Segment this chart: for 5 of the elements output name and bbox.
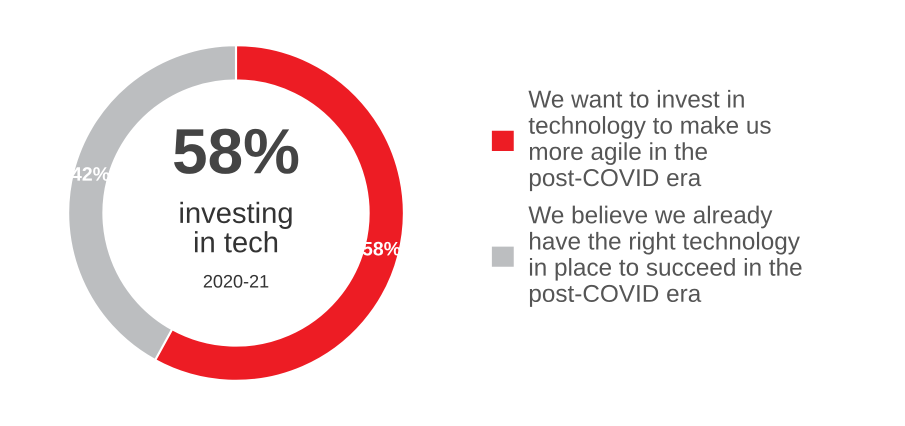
text: 58%: [174, 128, 298, 174]
text: investing in tech: [180, 202, 292, 253]
legend-label: We want to invest in technology to make us more agile in the post-COVID era: [528, 90, 771, 192]
legend-label: We believe we already have the right technology in place to succeed in the post-COVID era: [528, 206, 802, 307]
text: 2020-21: [204, 274, 268, 288]
